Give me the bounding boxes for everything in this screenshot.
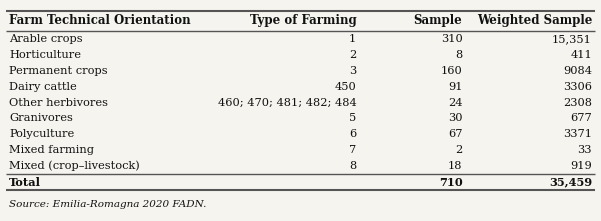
Text: 35,459: 35,459: [549, 177, 592, 188]
Text: 710: 710: [439, 177, 462, 188]
Text: Granivores: Granivores: [9, 113, 73, 124]
Text: 450: 450: [335, 82, 356, 92]
Text: 24: 24: [448, 97, 462, 108]
Text: Other herbivores: Other herbivores: [9, 97, 108, 108]
Text: 460; 470; 481; 482; 484: 460; 470; 481; 482; 484: [218, 97, 356, 108]
Text: 2308: 2308: [563, 97, 592, 108]
Text: Total: Total: [9, 177, 41, 188]
Text: Source: Emilia-Romagna 2020 FADN.: Source: Emilia-Romagna 2020 FADN.: [9, 200, 206, 209]
Text: 411: 411: [570, 50, 592, 60]
Text: Mixed farming: Mixed farming: [9, 145, 94, 155]
Text: 919: 919: [570, 161, 592, 171]
Text: Mixed (crop–livestock): Mixed (crop–livestock): [9, 161, 140, 171]
Text: Farm Technical Orientation: Farm Technical Orientation: [9, 15, 191, 27]
Text: 15,351: 15,351: [552, 34, 592, 44]
Text: 3371: 3371: [563, 129, 592, 139]
Text: Polyculture: Polyculture: [9, 129, 75, 139]
Text: 2: 2: [455, 145, 462, 155]
Text: 33: 33: [578, 145, 592, 155]
Text: 8: 8: [349, 161, 356, 171]
Text: 3: 3: [349, 66, 356, 76]
Text: 67: 67: [448, 129, 462, 139]
Text: 9084: 9084: [563, 66, 592, 76]
Text: 3306: 3306: [563, 82, 592, 92]
Text: Arable crops: Arable crops: [9, 34, 83, 44]
Text: 2: 2: [349, 50, 356, 60]
Text: 8: 8: [455, 50, 462, 60]
Text: 1: 1: [349, 34, 356, 44]
Text: Horticulture: Horticulture: [9, 50, 81, 60]
Text: Sample: Sample: [413, 15, 462, 27]
Text: Type of Farming: Type of Farming: [249, 15, 356, 27]
Text: 7: 7: [349, 145, 356, 155]
Text: 30: 30: [448, 113, 462, 124]
Text: 160: 160: [441, 66, 462, 76]
Text: 6: 6: [349, 129, 356, 139]
Text: 310: 310: [441, 34, 462, 44]
Text: 18: 18: [448, 161, 462, 171]
Text: 91: 91: [448, 82, 462, 92]
Text: Weighted Sample: Weighted Sample: [477, 15, 592, 27]
Text: Dairy cattle: Dairy cattle: [9, 82, 77, 92]
Text: 5: 5: [349, 113, 356, 124]
Text: 677: 677: [570, 113, 592, 124]
Text: Permanent crops: Permanent crops: [9, 66, 108, 76]
